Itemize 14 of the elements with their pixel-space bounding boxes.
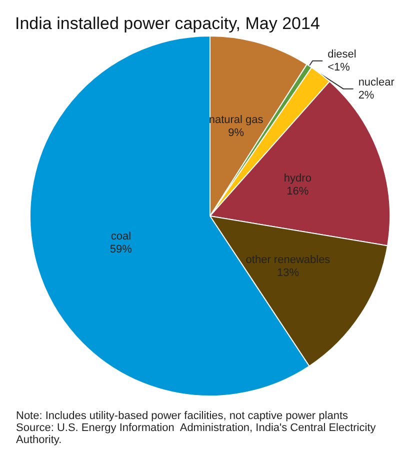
data-label: 2%: [358, 89, 374, 102]
slice-label: other renewables: [246, 254, 331, 266]
chart-title: India installed power capacity, May 2014: [15, 14, 320, 33]
slice-label: hydro: [284, 172, 312, 185]
slice-label: diesel: [328, 48, 356, 60]
data-label: <1%: [328, 61, 350, 74]
data-label: 16%: [286, 186, 309, 198]
slice-label: coal: [110, 230, 132, 242]
data-label: 59%: [110, 243, 132, 256]
data-label: 9%: [228, 127, 244, 140]
source-note: Source: U.S. Energy Information Administration, India's Central Electricity Authority.: [16, 422, 379, 446]
text: Note: Includes utility-based power facilities, not captive power plants: [16, 410, 349, 422]
slice-label: nuclear: [358, 76, 395, 88]
data-label: 13%: [276, 267, 300, 280]
